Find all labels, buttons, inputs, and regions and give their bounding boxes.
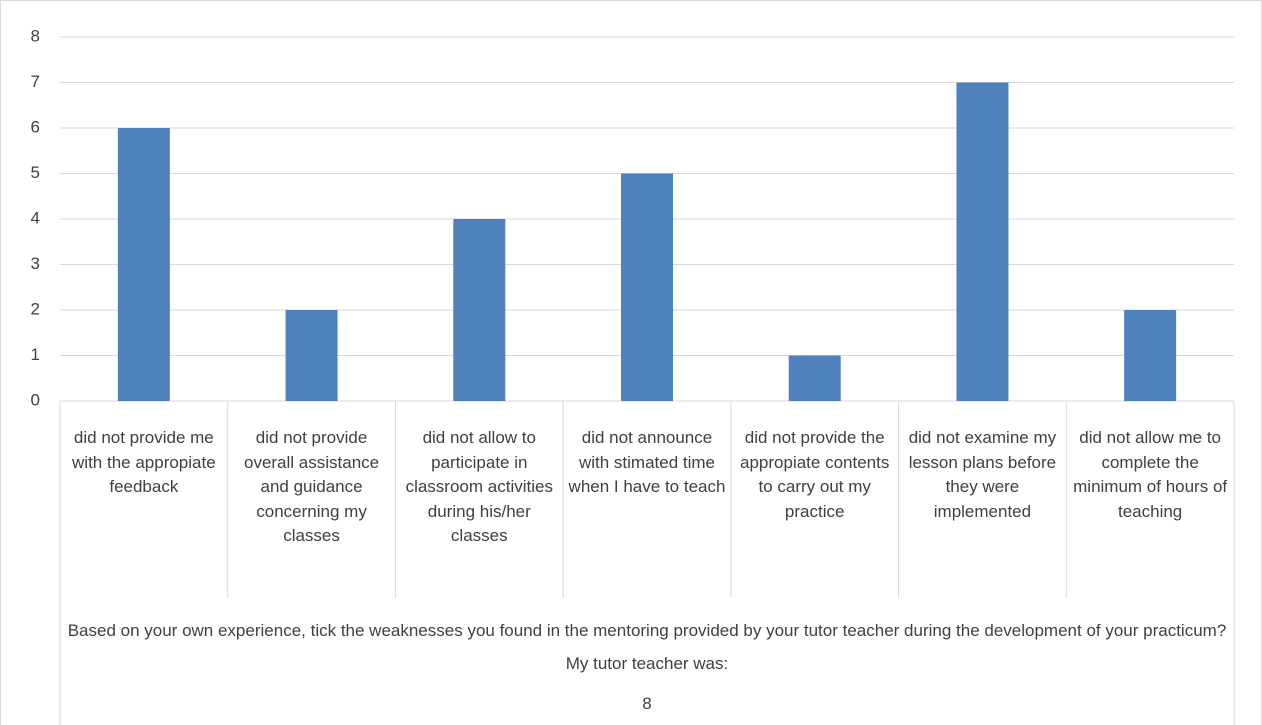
y-tick-label: 2 <box>31 299 40 318</box>
bar <box>285 310 338 401</box>
y-tick-label: 6 <box>31 117 40 136</box>
y-tick-label: 3 <box>31 254 40 273</box>
x-axis-label: Based on your own experience, tick the w… <box>67 621 1227 673</box>
y-tick-label: 0 <box>31 390 40 409</box>
bar <box>453 219 506 401</box>
y-tick-label: 4 <box>31 208 40 227</box>
bar <box>788 355 841 401</box>
x-tick-label: did not provide overall assistance and g… <box>243 428 380 545</box>
y-tick-label: 7 <box>31 72 40 91</box>
x-tick-label: did not announce with stimated time when… <box>568 428 726 496</box>
x-tick-label: did not allow me to complete the minimum… <box>1073 428 1228 521</box>
y-tick-label: 8 <box>31 26 40 45</box>
x-tick-label: did not examine my lesson plans before t… <box>908 428 1057 521</box>
y-tick-label: 5 <box>31 163 40 182</box>
x-axis-sublabel: 8 <box>642 694 652 713</box>
x-tick-label: did not provide the appropiate contents … <box>740 428 890 521</box>
x-tick-label: did not provide me with the appropiate f… <box>72 428 216 496</box>
y-tick-label: 1 <box>31 345 40 364</box>
bar <box>621 173 673 401</box>
bar <box>117 128 170 401</box>
x-tick-label: did not allow to participate in classroo… <box>405 428 553 545</box>
bar <box>1124 310 1177 401</box>
bar <box>956 82 1009 401</box>
